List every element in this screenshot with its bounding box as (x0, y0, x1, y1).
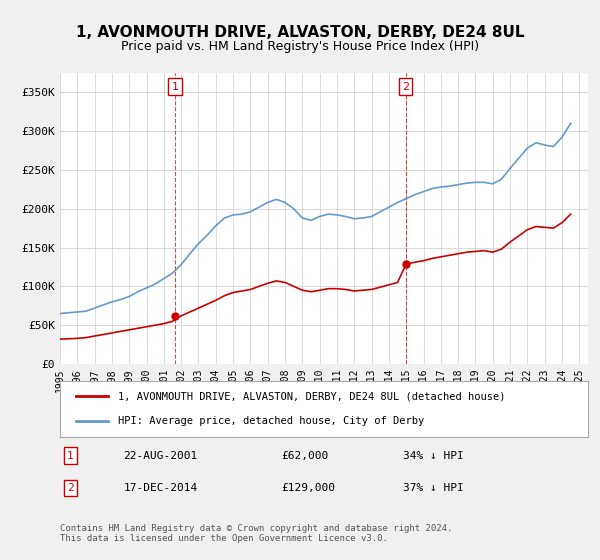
Text: HPI: Average price, detached house, City of Derby: HPI: Average price, detached house, City… (118, 416, 424, 426)
Text: £62,000: £62,000 (282, 451, 329, 461)
Text: Price paid vs. HM Land Registry's House Price Index (HPI): Price paid vs. HM Land Registry's House … (121, 40, 479, 53)
Text: 1, AVONMOUTH DRIVE, ALVASTON, DERBY, DE24 8UL: 1, AVONMOUTH DRIVE, ALVASTON, DERBY, DE2… (76, 25, 524, 40)
Text: 1: 1 (172, 82, 179, 91)
Text: 34% ↓ HPI: 34% ↓ HPI (403, 451, 464, 461)
Text: £129,000: £129,000 (282, 483, 336, 493)
Text: 37% ↓ HPI: 37% ↓ HPI (403, 483, 464, 493)
Text: 2: 2 (402, 82, 409, 91)
Text: 2: 2 (67, 483, 74, 493)
Text: 22-AUG-2001: 22-AUG-2001 (124, 451, 197, 461)
Text: 17-DEC-2014: 17-DEC-2014 (124, 483, 197, 493)
Text: 1: 1 (67, 451, 74, 461)
Text: 1, AVONMOUTH DRIVE, ALVASTON, DERBY, DE24 8UL (detached house): 1, AVONMOUTH DRIVE, ALVASTON, DERBY, DE2… (118, 391, 506, 402)
Text: Contains HM Land Registry data © Crown copyright and database right 2024.
This d: Contains HM Land Registry data © Crown c… (60, 524, 452, 543)
